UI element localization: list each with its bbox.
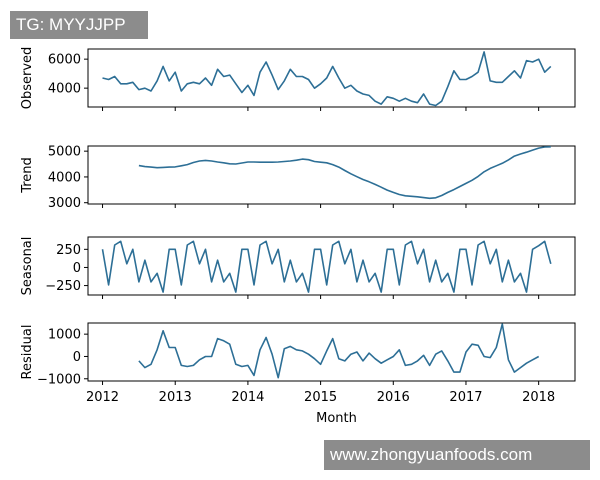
observed-y-tick-label: 6000 <box>48 53 81 68</box>
observed-series-line <box>102 51 552 107</box>
observed-y-axis-label: Observed <box>20 47 35 110</box>
seasonal-y-tick-label: 0 <box>73 261 81 276</box>
seasonal-y-tick-label: −250 <box>45 279 81 294</box>
seasonal-y-tick-label: 250 <box>56 243 81 258</box>
website-watermark: www.zhongyuanfoods.com <box>324 440 590 470</box>
residual-y-axis-label: Residual <box>20 325 35 380</box>
residual-series-line <box>138 323 540 379</box>
telegram-tag-banner: TG: MYYJJPP <box>10 11 148 39</box>
observed-panel-frame <box>87 48 576 108</box>
trend-y-tick-label: 3000 <box>48 196 81 211</box>
residual-y-tick-label: 0 <box>73 350 81 365</box>
trend-y-tick-label: 5000 <box>48 145 81 160</box>
trend-y-axis-label: Trend <box>20 157 35 194</box>
trend-y-tick-label: 4000 <box>48 170 81 185</box>
x-tick-label: 2017 <box>449 390 482 405</box>
x-tick-label: 2014 <box>231 390 264 405</box>
seasonal-y-axis-label: Seasonal <box>20 237 35 296</box>
x-tick-label: 2012 <box>86 390 119 405</box>
seasonal-panel-frame <box>87 236 576 296</box>
x-axis-label: Month <box>316 411 357 426</box>
x-tick-label: 2015 <box>304 390 337 405</box>
trend-panel-frame <box>87 145 576 205</box>
x-tick-label: 2013 <box>159 390 192 405</box>
x-tick-label: 2018 <box>522 390 555 405</box>
observed-y-tick-label: 4000 <box>48 82 81 97</box>
x-tick-label: 2016 <box>377 390 410 405</box>
residual-panel-frame <box>87 322 576 382</box>
residual-y-tick-label: −1000 <box>37 372 81 387</box>
residual-y-tick-label: 1000 <box>48 328 81 343</box>
seasonal-series-line <box>101 240 552 293</box>
trend-series-line <box>138 146 551 200</box>
